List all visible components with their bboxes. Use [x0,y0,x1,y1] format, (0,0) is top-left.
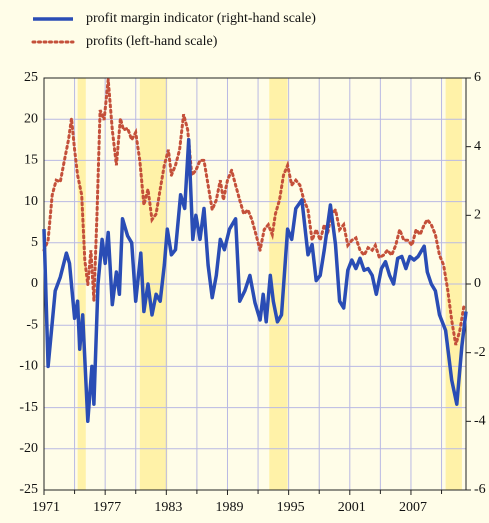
y2-tick-label: -4 [474,414,486,429]
y-tick-label: 25 [24,70,38,85]
x-tick-label: 2007 [399,500,427,515]
series-line [42,138,468,424]
x-tick-label: 2001 [338,500,366,515]
x-tick-label: 1971 [32,500,60,515]
x-tick-label: 1983 [154,500,182,515]
y-tick-label: 10 [24,194,38,209]
y-tick-label: -15 [19,400,38,415]
legend-label: profit margin indicator (right-hand scal… [86,11,316,26]
x-tick-label: 1977 [93,500,121,515]
y2-tick-label: 4 [474,139,481,154]
y-tick-label: -25 [19,482,38,497]
y-tick-label: 15 [24,153,38,168]
y-tick-label: 5 [31,235,38,250]
x-tick-label: 1989 [215,500,243,515]
y-tick-label: -5 [26,317,38,332]
series-line [42,79,466,346]
y2-tick-label: -2 [474,345,486,360]
y2-tick-label: 0 [474,276,481,291]
y2-tick-label: 2 [474,208,481,223]
x-tick-label: 1995 [277,500,305,515]
y-tick-label: -10 [19,359,38,374]
y2-tick-label: -6 [474,482,486,497]
legend-label: profits (left-hand scale) [86,34,218,49]
y-tick-label: 0 [31,276,38,291]
y-tick-label: 20 [24,111,38,126]
y-tick-label: -20 [19,441,38,456]
y2-tick-label: 6 [474,70,481,85]
